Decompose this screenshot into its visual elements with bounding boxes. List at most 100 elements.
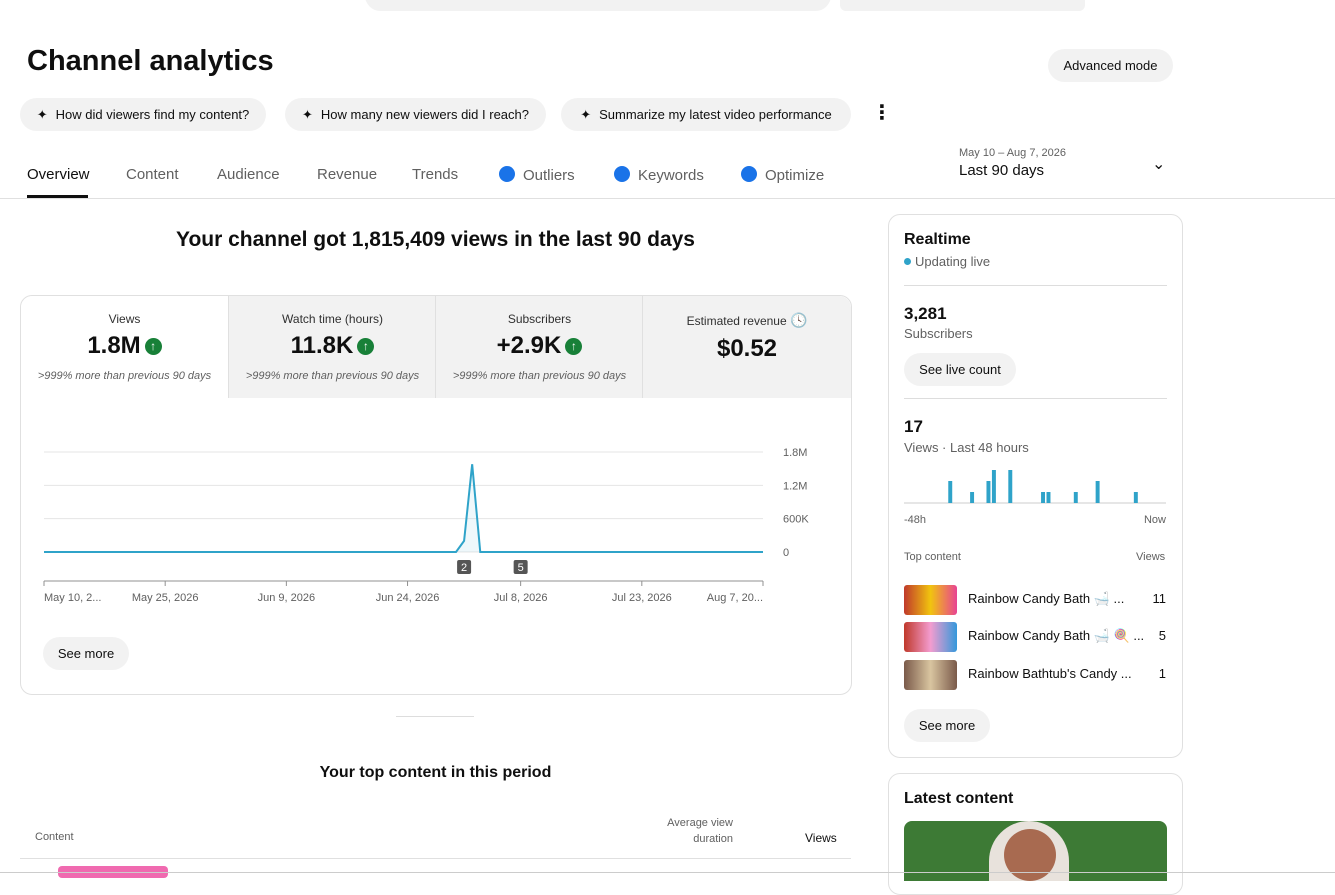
area (44, 464, 763, 552)
thumbnail (904, 585, 957, 615)
line (44, 464, 763, 553)
dropdown-arrow[interactable]: ⌄ (1152, 156, 1166, 173)
metric-value: 1.8M (87, 332, 141, 359)
content-views: 5 (1158, 628, 1166, 643)
bar (1008, 470, 1013, 503)
metric-label: Subscribers (507, 312, 572, 326)
content-row[interactable]: Rainbow Candy Bath 🛁 ... 11 (904, 585, 1166, 615)
latest-thumbnail[interactable] (904, 821, 1167, 881)
content-views: 1 (1158, 666, 1166, 681)
tab[interactable]: Keywords (614, 166, 704, 184)
metric-tab[interactable]: Watch time (hours) 11.8K ↑ >999% more than … (228, 296, 436, 398)
suggestion-chip[interactable]: ✦ How did viewers find my content? (20, 98, 266, 131)
views-chart: 0 600K 1.2M 1.8M May 10, 2... May 25, 2026 Jun… (43, 447, 809, 604)
see-more-button[interactable]: See more (43, 637, 129, 670)
realtime-chart: -48h Now (904, 470, 1166, 526)
metric-label: Views (108, 312, 141, 326)
content-row[interactable]: Rainbow Candy Bath 🛁 🍭 ... 5 (904, 622, 1166, 652)
divider (904, 285, 1167, 286)
bar (1095, 481, 1100, 503)
metric-tab[interactable]: Estimated revenue 🕓 $0.52 (642, 296, 851, 398)
metric-note: >999% more than previous 90 days (37, 370, 212, 382)
metric-tab[interactable]: Views 1.8M ↑ >999% more than previous 90 da… (21, 296, 228, 398)
axis-label: Now (1144, 514, 1166, 526)
metrics-card (20, 295, 852, 695)
bar (948, 481, 953, 503)
live-count-button[interactable]: See live count (904, 353, 1016, 386)
suggestion-chip[interactable]: ✦ Summarize my latest video performance (561, 98, 851, 131)
realtime-status: Updating live (904, 254, 990, 269)
date-period[interactable]: Last 90 days (959, 162, 1045, 179)
publish-count: 5 (518, 562, 524, 574)
bar (1041, 492, 1046, 503)
tab[interactable]: Optimize (741, 166, 824, 184)
y-tick-label: 600K (783, 514, 809, 526)
metric-note: >999% more than previous 90 days (245, 370, 420, 382)
content-row[interactable]: Rainbow Bathtub's Candy ... 1 (904, 660, 1166, 690)
bar (970, 492, 975, 503)
metric-note: >999% more than previous 90 days (452, 370, 627, 382)
views-label: Views · Last 48 hours (904, 440, 1029, 455)
publish-marker (457, 560, 472, 574)
content-title: Rainbow Candy Bath 🛁 ... (968, 591, 1125, 606)
see-more-button[interactable]: See more (904, 709, 990, 742)
tab[interactable]: Revenue (317, 166, 378, 183)
x-tick-label: Jun 24, 2026 (376, 592, 440, 604)
metric-label: Estimated revenue (686, 314, 787, 328)
page-title: Channel analytics (27, 45, 274, 77)
realtime-card (888, 214, 1183, 758)
advanced-mode-button[interactable]: Advanced mode (1048, 49, 1173, 82)
search-bar[interactable] (365, 0, 831, 11)
suggestion-text: How did viewers find my content? (55, 107, 250, 122)
x-tick-label: May 10, 2... (44, 592, 101, 604)
thumbnail (904, 660, 957, 690)
date-range: May 10 – Aug 7, 2026 (959, 147, 1067, 159)
metric-value: $0.52 (716, 335, 778, 362)
bar (991, 470, 996, 503)
bottom-edge (0, 872, 1335, 873)
column-header: Content (35, 831, 74, 843)
realtime-title: Realtime (904, 231, 971, 248)
metric-value: +2.9K (496, 332, 562, 359)
headline: Your channel got 1,815,409 views in the … (176, 228, 695, 251)
tab-indicator (27, 195, 88, 198)
subscriber-label: Subscribers (904, 326, 973, 341)
tab[interactable]: Audience (217, 166, 280, 183)
tab[interactable]: Content (126, 166, 179, 183)
suggestion-chip[interactable]: ✦ How many new viewers did I reach? (285, 98, 546, 131)
y-tick-label: 1.8M (783, 447, 807, 459)
x-tick-label: Jul 23, 2026 (612, 592, 672, 604)
suggestion-text: How many new viewers did I reach? (320, 107, 529, 122)
content-title: Rainbow Bathtub's Candy ... (968, 666, 1132, 681)
divider (20, 858, 851, 859)
tab[interactable]: Outliers (499, 166, 575, 184)
x-tick-label: Jun 9, 2026 (258, 592, 316, 604)
bar (1073, 492, 1078, 503)
status-text: Updating live (915, 254, 991, 269)
tab-label: Outliers (523, 167, 575, 184)
metric-tab[interactable]: Subscribers +2.9K ↑ >999% more than previou… (435, 296, 643, 398)
x-tick-label: May 25, 2026 (132, 592, 199, 604)
top-control[interactable] (840, 0, 1085, 11)
thumbnail (904, 622, 957, 652)
bar (1133, 492, 1138, 503)
bar (986, 481, 991, 503)
x-tick-label: Jul 8, 2026 (494, 592, 548, 604)
tab[interactable]: Trends (412, 166, 459, 183)
more-menu[interactable]: ⋮ (872, 102, 892, 124)
publish-marker (513, 560, 528, 574)
tab-label: Optimize (765, 167, 825, 184)
tab-label: Keywords (638, 167, 704, 184)
x-tick-label: Aug 7, 20... (707, 592, 763, 604)
bar (1046, 492, 1051, 503)
metric-value: 11.8K (290, 332, 354, 359)
y-tick-label: 0 (783, 547, 789, 559)
subscriber-count: 3,281 (904, 304, 947, 323)
separator (396, 716, 474, 717)
publish-count: 2 (461, 562, 467, 574)
views-column: Views (1136, 551, 1166, 563)
tab[interactable]: Overview (27, 166, 90, 183)
section-title: Your top content in this period (319, 764, 552, 781)
divider (0, 198, 1335, 199)
